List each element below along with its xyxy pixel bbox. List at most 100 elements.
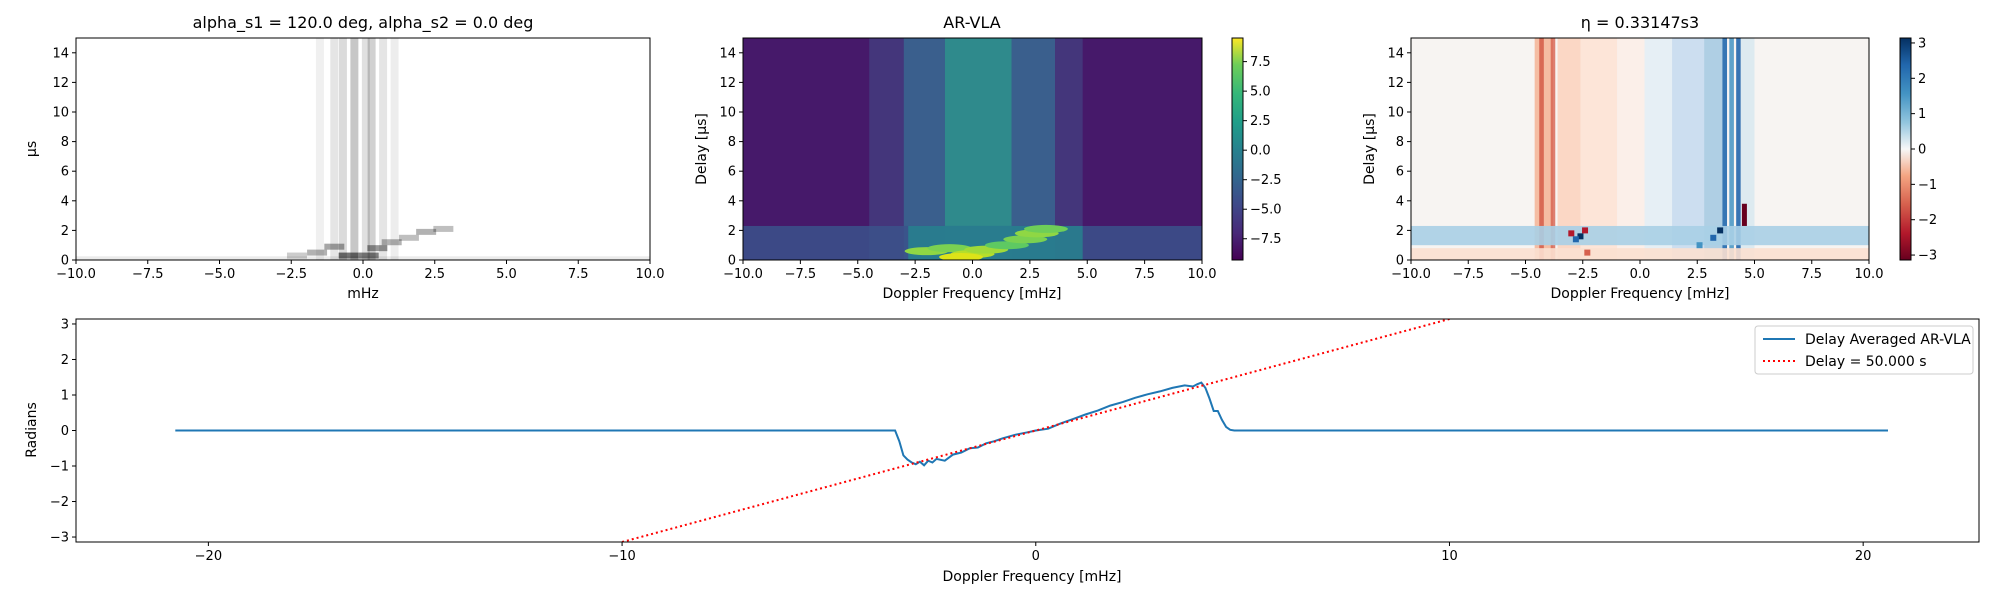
x-tick-label: 10.0	[1855, 267, 1884, 282]
heatmap-blob	[367, 245, 388, 252]
y-tick-label: −1	[50, 460, 69, 475]
x-axis-label: Doppler Frequency [mHz]	[882, 286, 1061, 302]
panel-phase: η = 0.33147s3 Doppler Frequency [mHz] De…	[1362, 13, 1937, 302]
legend-label-series-2: Delay = 50.000 s	[1805, 354, 1927, 370]
panel-title: AR-VLA	[943, 13, 1000, 32]
x-tick-label: 2.5	[1020, 267, 1041, 282]
y-tick-label: 0	[61, 254, 69, 269]
x-tick-label: −7.5	[785, 267, 817, 282]
colorbar-ticks: 7.5 5.0 2.5 0.0 −2.5 −5.0 −7.5	[1243, 55, 1282, 247]
panel-delay-averaged: Doppler Frequency [mHz] Radians −20 −10 0 1…	[24, 317, 1980, 585]
y-tick-label: 14	[719, 46, 736, 61]
colorbar-tick-label: 3	[1918, 36, 1926, 51]
heatmap-streak	[330, 38, 339, 260]
legend: Delay Averaged AR-VLA Delay = 50.000 s	[1754, 325, 1974, 375]
heatmap-image	[76, 38, 650, 260]
y-axis-label: Radians	[24, 402, 40, 458]
heatmap-column	[1704, 38, 1728, 260]
heatmap-blob	[927, 244, 972, 253]
x-tick-label: 10.0	[636, 267, 665, 282]
colorbar-tick-label: −3	[1918, 249, 1937, 264]
y-tick-label: 4	[728, 194, 736, 209]
heatmap-image	[1411, 38, 1869, 260]
heatmap-column	[1644, 38, 1673, 260]
colorbar-tick-label: −5.0	[1250, 203, 1282, 218]
x-tick-label: 0.0	[353, 267, 374, 282]
y-tick-label: 10	[52, 106, 69, 121]
x-tick-label: −2.5	[275, 267, 307, 282]
heatmap-column	[1550, 38, 1556, 260]
y-axis-label: Delay [µs]	[694, 113, 710, 185]
heatmap-streak	[367, 38, 376, 260]
x-axis-label: mHz	[347, 286, 379, 302]
x-tick-label: 0	[1032, 549, 1040, 564]
y-tick-label: −2	[50, 495, 69, 510]
colorbar-tick-label: 2.5	[1250, 114, 1271, 129]
x-tick-label: 0.0	[962, 267, 983, 282]
heatmap-column	[1722, 38, 1728, 260]
x-ticks: −10.0 −7.5 −5.0 −2.5 0.0 2.5 5.0 7.5 10.0	[56, 260, 664, 282]
y-tick-label: 14	[1387, 46, 1404, 61]
y-ticks: 0 2 4 6 8 10 12 14	[52, 46, 76, 269]
heatmap-spot	[1696, 242, 1703, 249]
heatmap-band	[76, 256, 650, 260]
y-tick-label: 8	[61, 135, 69, 150]
line-series	[175, 319, 1888, 542]
x-tick-label: 5.0	[496, 267, 517, 282]
x-axis-label: Doppler Frequency [mHz]	[942, 569, 1121, 585]
heatmap-streak	[390, 38, 399, 260]
heatmap-background	[76, 38, 650, 260]
heatmap-blob	[984, 241, 1029, 250]
x-tick-label: 10	[1441, 549, 1458, 564]
heatmap-column	[869, 38, 904, 260]
x-tick-label: −5.0	[842, 267, 874, 282]
y-tick-label: 2	[728, 224, 736, 239]
panel-title: η = 0.33147s3	[1581, 13, 1699, 32]
heatmap-column	[1055, 38, 1083, 260]
x-tick-label: −10.0	[723, 267, 763, 282]
heatmap-band	[1411, 225, 1869, 246]
y-axis-label: Delay [µs]	[1362, 113, 1378, 185]
y-tick-label: 14	[52, 46, 69, 61]
heatmap-blob	[358, 252, 379, 259]
y-tick-label: 0	[61, 424, 69, 439]
x-tick-label: −2.5	[899, 267, 931, 282]
colorbar-tick-label: 2	[1918, 72, 1926, 87]
series-line-1	[175, 381, 1888, 467]
heatmap-column	[1539, 38, 1544, 260]
x-tick-label: 0.0	[1630, 267, 1651, 282]
x-tick-label: 2.5	[424, 267, 445, 282]
heatmap-streak	[338, 38, 347, 260]
colorbar-tick-label: 0.0	[1250, 144, 1271, 159]
colorbar	[1899, 37, 1912, 261]
y-tick-label: 4	[61, 194, 69, 209]
x-tick-label: −10	[608, 549, 635, 564]
y-tick-label: 1	[61, 388, 69, 403]
x-tick-label: 7.5	[1801, 267, 1822, 282]
panel-title: alpha_s1 = 120.0 deg, alpha_s2 = 0.0 deg	[193, 13, 534, 33]
heatmap-spot	[1577, 233, 1584, 240]
x-tick-label: −20	[195, 549, 222, 564]
heatmap-blob	[286, 252, 307, 259]
heatmap-blob	[398, 234, 419, 241]
heatmap-column	[1617, 38, 1645, 260]
heatmap-spot	[1584, 249, 1591, 256]
x-tick-label: −2.5	[1567, 267, 1599, 282]
x-tick-label: −7.5	[132, 267, 164, 282]
y-tick-label: 2	[61, 353, 69, 368]
x-tick-label: −10.0	[1391, 267, 1431, 282]
heatmap-spot	[1568, 230, 1575, 237]
heatmap-blob	[1023, 224, 1068, 233]
heatmap-blob	[307, 249, 328, 256]
heatmap-streak	[315, 38, 324, 260]
y-ticks: 3 2 1 0 −1 −2 −3	[50, 317, 76, 546]
y-tick-label: 3	[61, 317, 69, 332]
heatmap-spot	[1710, 234, 1717, 241]
y-tick-label: 6	[61, 165, 69, 180]
heatmap-blob	[381, 239, 402, 246]
y-tick-label: 8	[1396, 135, 1404, 150]
heatmap-blob	[338, 252, 359, 259]
x-tick-label: 7.5	[1134, 267, 1155, 282]
x-tick-label: 5.0	[1077, 267, 1098, 282]
y-axis-label: µs	[24, 141, 40, 157]
